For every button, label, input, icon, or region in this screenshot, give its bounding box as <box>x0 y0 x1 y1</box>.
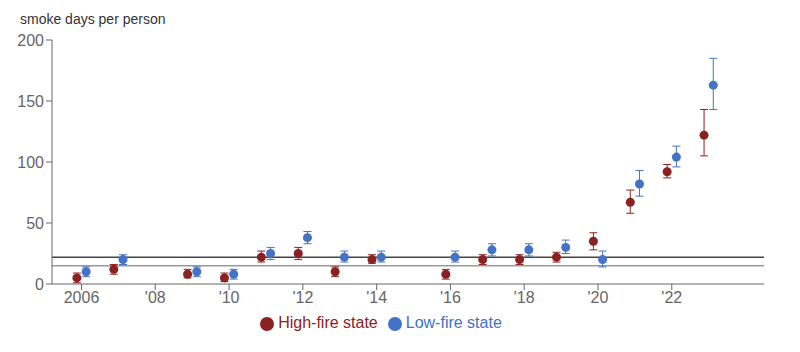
svg-text:'16: '16 <box>440 289 461 306</box>
svg-text:150: 150 <box>17 93 44 110</box>
svg-text:200: 200 <box>17 32 44 49</box>
svg-text:100: 100 <box>17 154 44 171</box>
html-text:smoke days per person: smoke days per person <box>20 11 166 27</box>
svg-text:'08: '08 <box>145 289 166 306</box>
svg-text:'14: '14 <box>366 289 387 306</box>
svg-text:'18: '18 <box>514 289 535 306</box>
svg-text:'12: '12 <box>292 289 313 306</box>
html-text:High-fire state: High-fire state <box>278 314 378 331</box>
svg-text:50: 50 <box>26 215 44 232</box>
svg-text:'22: '22 <box>661 289 682 306</box>
html-text:Low-fire state: Low-fire state <box>405 314 502 331</box>
svg-text:'20: '20 <box>588 289 609 306</box>
svg-text:2006: 2006 <box>64 289 100 306</box>
svg-text:0: 0 <box>35 276 44 293</box>
svg-text:'10: '10 <box>219 289 240 306</box>
